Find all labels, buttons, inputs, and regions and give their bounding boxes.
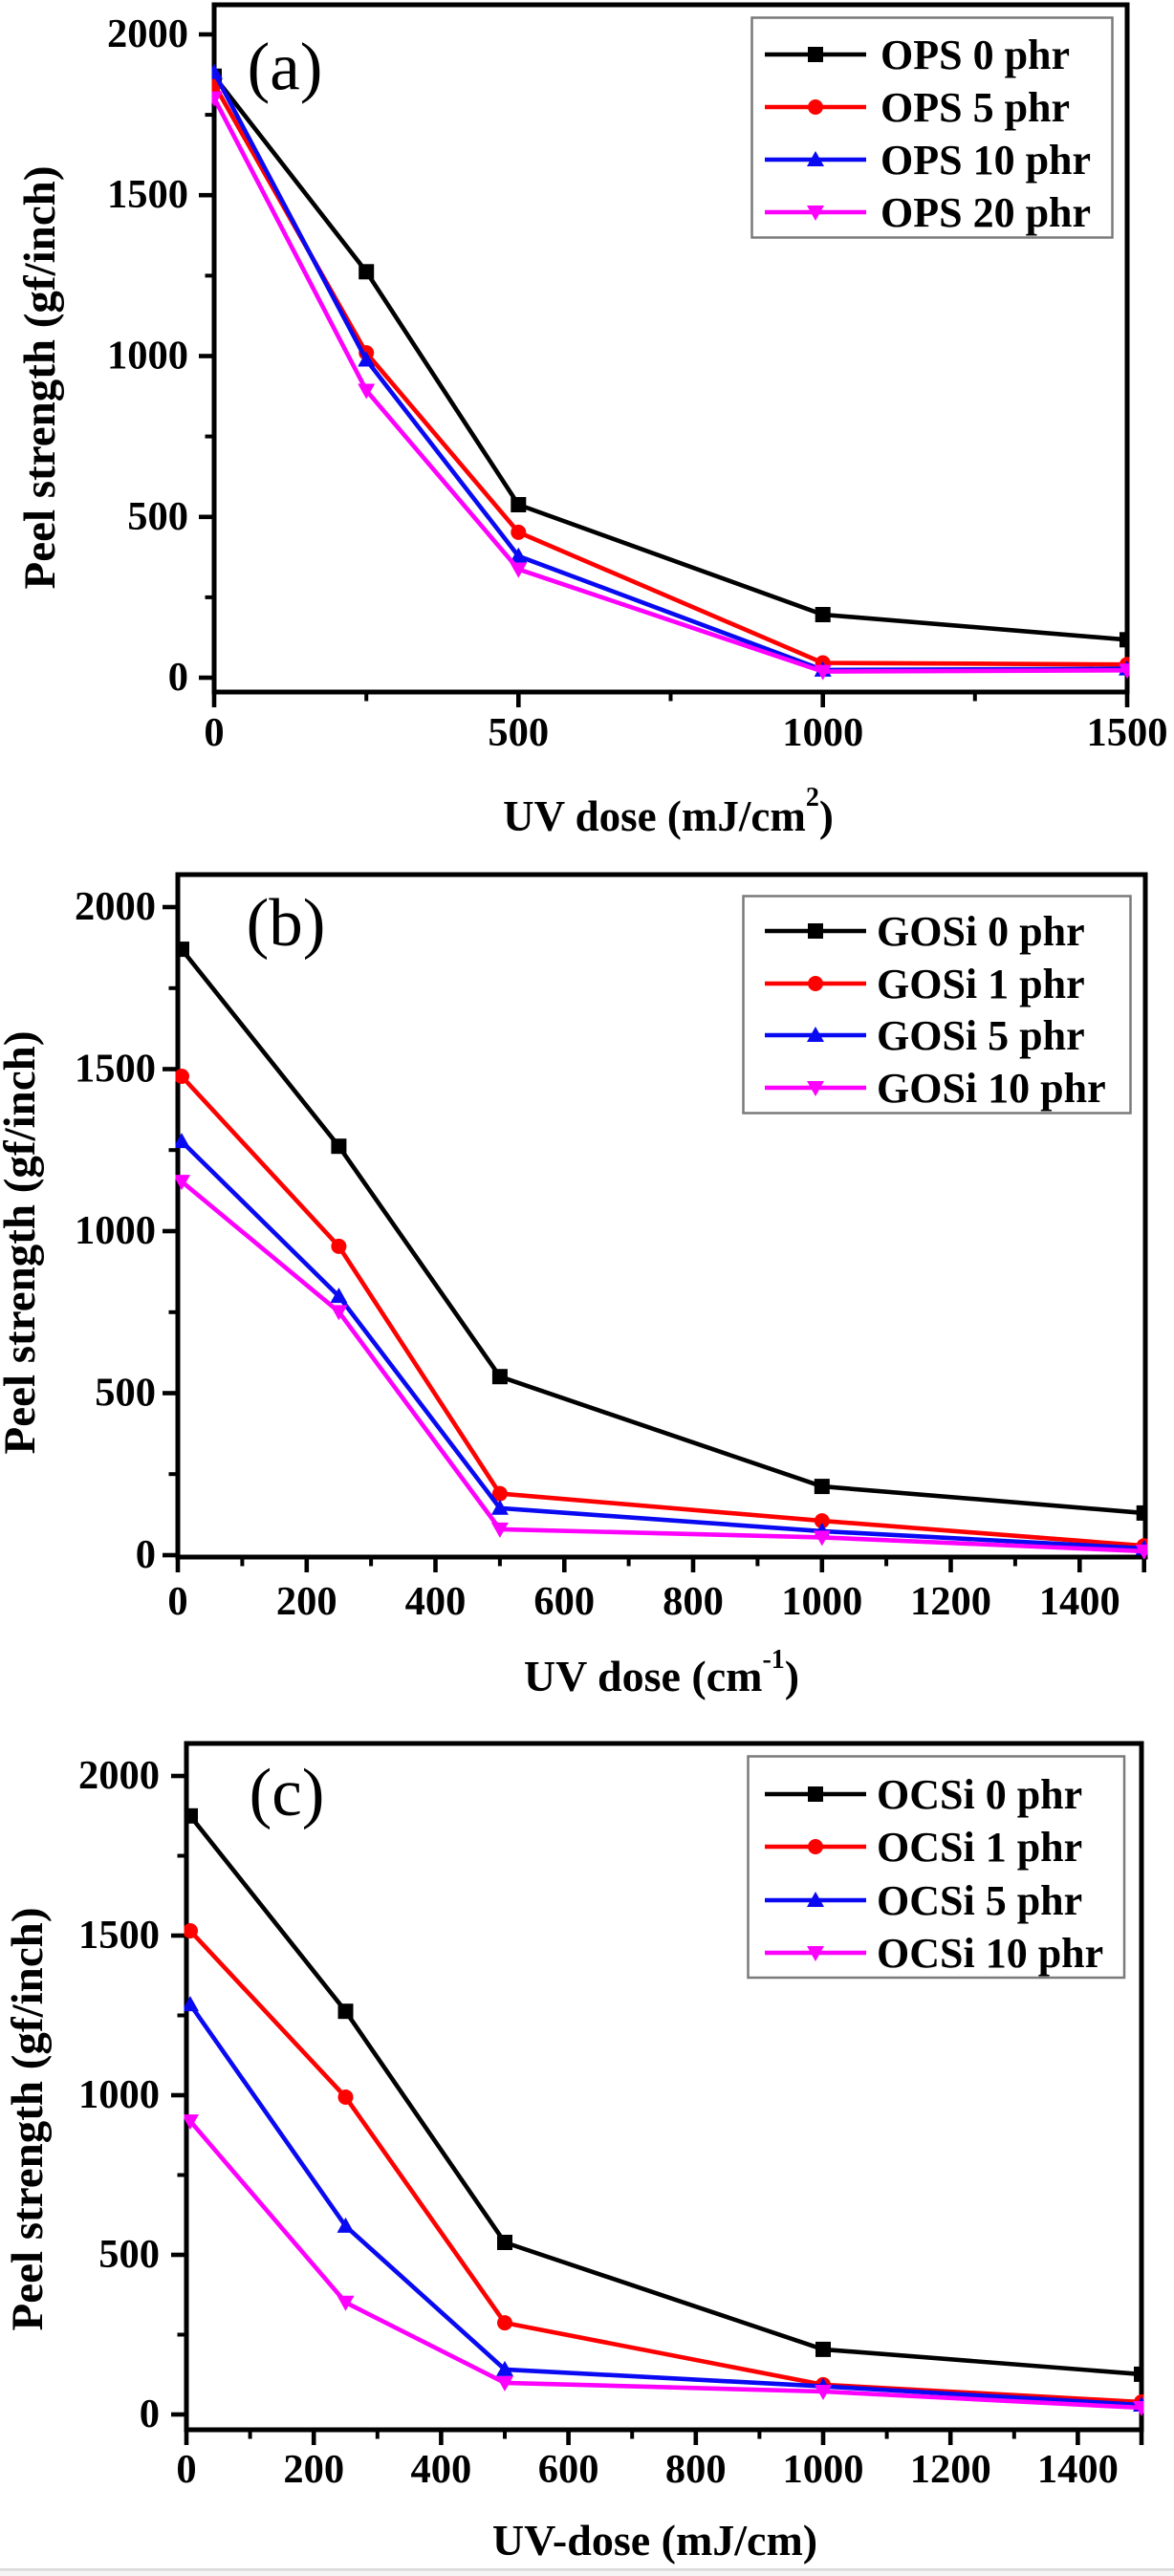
svg-text:200: 200 (283, 2447, 344, 2492)
svg-text:Peel strength (gf/inch): Peel strength (gf/inch) (0, 1031, 45, 1455)
svg-text:(c): (c) (250, 1756, 325, 1830)
svg-text:1400: 1400 (1039, 1579, 1120, 1624)
svg-text:500: 500 (95, 1371, 156, 1416)
svg-text:(a): (a) (248, 31, 323, 105)
svg-text:800: 800 (663, 1579, 724, 1624)
svg-text:600: 600 (533, 1579, 595, 1624)
svg-text:800: 800 (665, 2447, 727, 2492)
svg-text:1500: 1500 (107, 172, 188, 217)
svg-text:1000: 1000 (78, 2072, 160, 2117)
svg-text:2000: 2000 (75, 884, 156, 929)
svg-text:1500: 1500 (78, 1913, 160, 1958)
svg-text:0: 0 (167, 1579, 187, 1624)
svg-text:OPS 5 phr: OPS 5 phr (880, 84, 1070, 131)
svg-text:500: 500 (98, 2232, 160, 2277)
svg-text:GOSi 0 phr: GOSi 0 phr (877, 908, 1085, 955)
svg-text:1000: 1000 (783, 2447, 864, 2492)
svg-text:0: 0 (176, 2447, 196, 2492)
svg-text:(b): (b) (247, 886, 326, 961)
svg-text:OPS 0 phr: OPS 0 phr (880, 32, 1070, 78)
svg-text:2000: 2000 (78, 1753, 160, 1798)
svg-text:1000: 1000 (781, 1579, 862, 1624)
svg-text:GOSi 5 phr: GOSi 5 phr (877, 1012, 1085, 1059)
svg-text:GOSi 10 phr: GOSi 10 phr (877, 1065, 1106, 1112)
svg-text:400: 400 (411, 2447, 472, 2492)
svg-text:Peel strength (gf/inch): Peel strength (gf/inch) (3, 1908, 53, 2331)
svg-text:OCSi 10 phr: OCSi 10 phr (877, 1930, 1103, 1977)
svg-text:1500: 1500 (1087, 710, 1168, 755)
svg-text:0: 0 (136, 1532, 156, 1577)
svg-text:OCSi 5 phr: OCSi 5 phr (877, 1877, 1082, 1924)
svg-text:Peel strength (gf/inch): Peel strength (gf/inch) (15, 166, 65, 590)
svg-text:1000: 1000 (75, 1208, 156, 1253)
svg-text:UV dose (mJ/cm2): UV dose (mJ/cm2) (503, 783, 834, 840)
svg-text:0: 0 (204, 710, 224, 755)
svg-text:2000: 2000 (107, 11, 188, 56)
svg-text:600: 600 (538, 2447, 599, 2492)
svg-text:400: 400 (405, 1579, 467, 1624)
svg-text:GOSi 1 phr: GOSi 1 phr (877, 961, 1085, 1007)
svg-text:1000: 1000 (782, 710, 863, 755)
svg-text:1000: 1000 (107, 334, 188, 379)
svg-text:OCSi 1 phr: OCSi 1 phr (877, 1824, 1082, 1871)
svg-text:1400: 1400 (1037, 2447, 1119, 2492)
svg-text:500: 500 (127, 494, 188, 539)
svg-text:UV dose (cm-1): UV dose (cm-1) (524, 1645, 799, 1700)
svg-text:UV-dose (mJ/cm): UV-dose (mJ/cm) (492, 2516, 817, 2565)
svg-text:OPS 20 phr: OPS 20 phr (880, 189, 1091, 236)
svg-text:1200: 1200 (910, 2447, 991, 2492)
svg-text:1200: 1200 (910, 1579, 991, 1624)
svg-text:OPS 10 phr: OPS 10 phr (880, 137, 1091, 184)
svg-text:1500: 1500 (75, 1047, 156, 1092)
svg-text:0: 0 (168, 655, 188, 700)
svg-text:200: 200 (276, 1579, 337, 1624)
svg-text:OCSi 0 phr: OCSi 0 phr (877, 1771, 1082, 1818)
svg-text:0: 0 (140, 2392, 160, 2436)
svg-text:500: 500 (488, 710, 549, 755)
